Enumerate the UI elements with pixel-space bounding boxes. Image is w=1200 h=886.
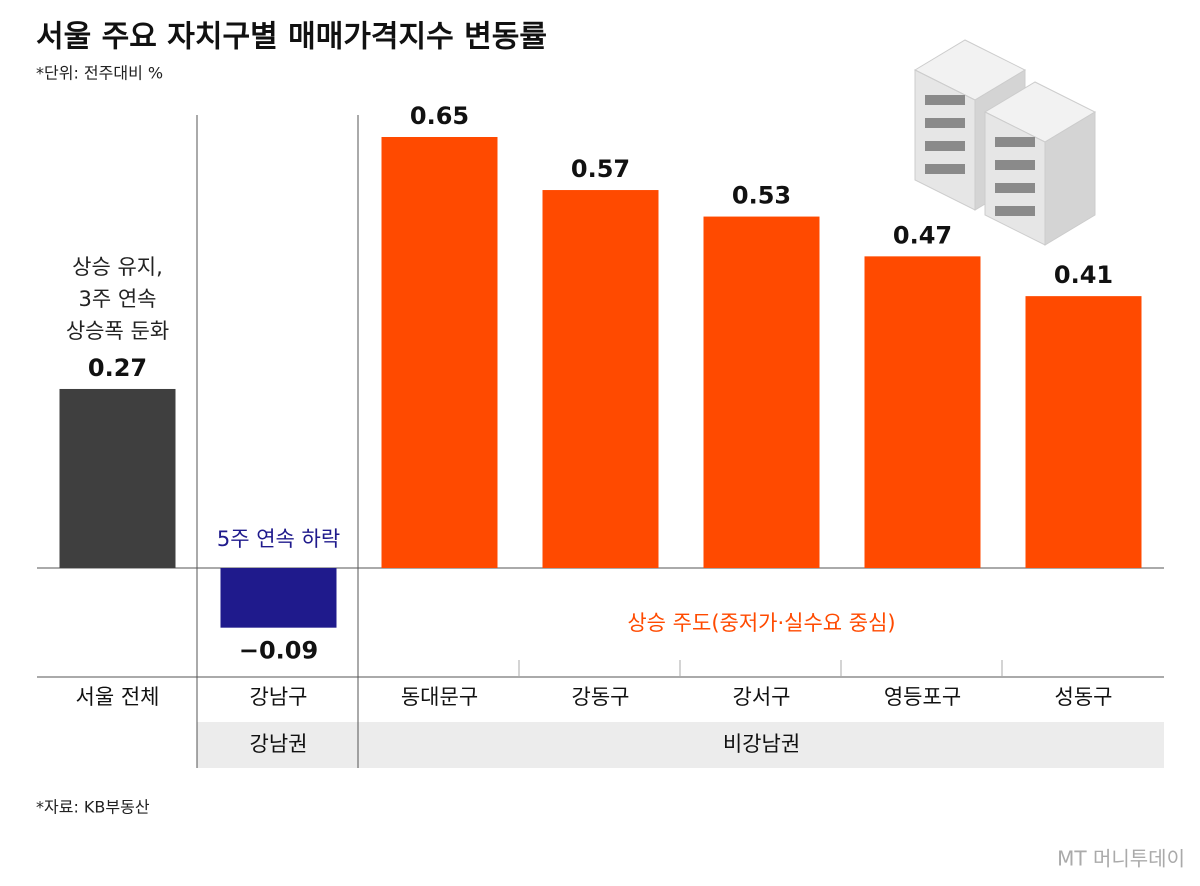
column-ticks [518,660,1003,677]
x-tick-label: 강서구 [733,685,791,709]
value-label: 0.57 [571,155,630,183]
bar [542,190,659,569]
bar [381,137,498,568]
value-label: 0.53 [732,182,791,210]
x-tick-label: 서울 전체 [76,685,160,709]
value-label: 0.47 [893,221,952,249]
group-label: 비강남권 [723,732,800,756]
annotation: 상승 유지, [72,255,163,279]
group-label: 강남권 [250,732,308,756]
value-label: 0.27 [88,354,147,382]
bar [1025,296,1142,568]
logo: MT 머니투데이 [1057,847,1185,871]
x-tick-label: 강남구 [250,685,308,709]
x-tick-label: 성동구 [1055,685,1113,709]
group-row [197,722,1164,768]
value-label: 0.65 [410,102,469,130]
value-label: 0.41 [1054,261,1113,289]
bar [864,256,981,568]
subtitle: *단위: 전주대비 % [36,64,163,83]
building-illustration [913,39,1097,246]
source: *자료: KB부동산 [36,798,150,817]
x-tick-label: 영등포구 [884,685,961,709]
x-tick-label: 동대문구 [401,685,478,709]
annotation: 5주 연속 하락 [217,527,340,551]
bar [59,388,176,568]
value-label: −0.09 [239,637,318,665]
chart-title: 서울 주요 자치구별 매매가격지수 변동률 [36,20,547,55]
annotation: 상승폭 둔화 [66,319,169,343]
annotation: 3주 연속 [79,287,157,311]
bar [220,568,337,628]
bar [703,216,820,569]
annotation: 상승 주도(중저가·실수요 중심) [627,611,895,635]
x-tick-label: 강동구 [572,685,630,709]
